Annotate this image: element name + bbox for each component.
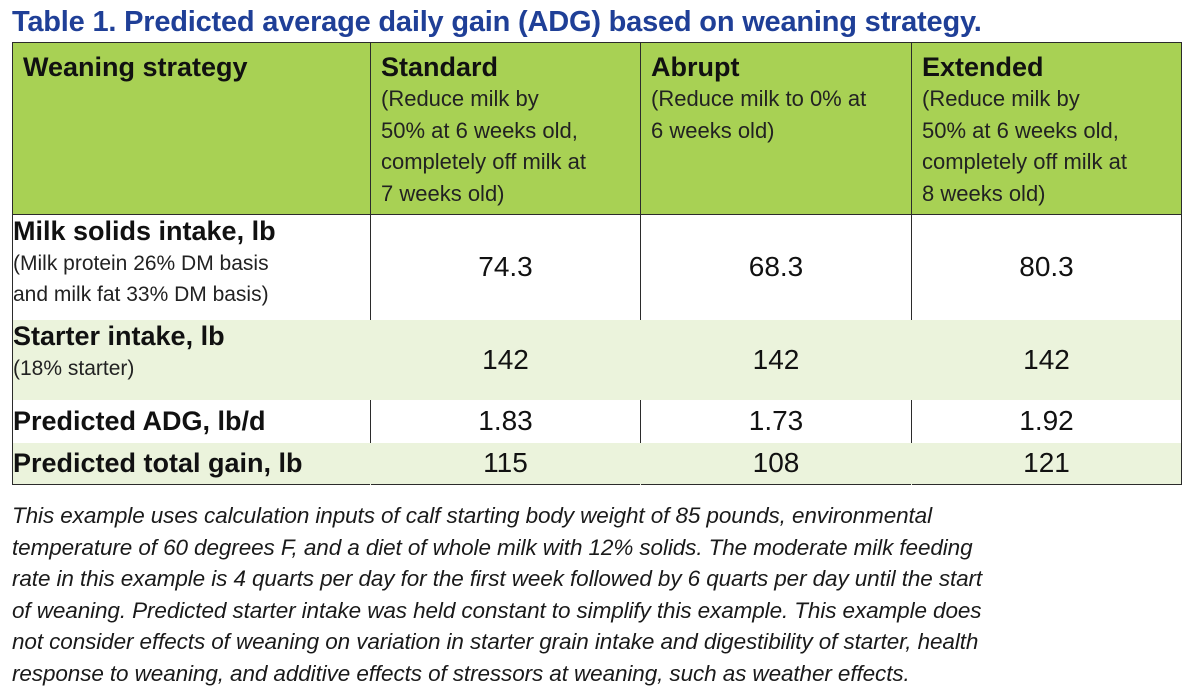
header-cell-standard: Standard (Reduce milk by 50% at 6 weeks …	[370, 42, 641, 215]
row-label-cell: Starter intake, lb (18% starter)	[13, 320, 371, 400]
table-cell: 115	[370, 442, 641, 485]
column-desc-line: completely off milk at	[381, 149, 587, 174]
footnote-line: not consider effects of weaning on varia…	[12, 629, 979, 654]
table-cell: 74.3	[370, 214, 641, 320]
row-label: Predicted total gain, lb	[13, 447, 303, 478]
footnote-line: response to weaning, and additive effect…	[12, 660, 910, 686]
table-cell: 1.73	[640, 399, 912, 443]
column-desc-line: (Reduce milk by	[381, 86, 539, 111]
column-name: Standard	[381, 52, 499, 82]
footnote-line: rate in this example is 4 quarts per day…	[12, 566, 983, 591]
footnote-line: of weaning. Predicted starter intake was…	[12, 597, 982, 623]
row-label-cell: Milk solids intake, lb (Milk protein 26%…	[13, 215, 371, 320]
column-desc-line: 8 weeks old)	[922, 180, 1046, 206]
column-desc-line: (Reduce milk by	[922, 86, 1080, 111]
row-note: (Milk protein 26% DM basis	[13, 252, 269, 275]
row-note: and milk fat 33% DM basis)	[13, 283, 269, 306]
column-name: Extended	[922, 52, 1044, 82]
header-cell-extended: Extended (Reduce milk by 50% at 6 weeks …	[911, 42, 1182, 215]
table-cell: 80.3	[911, 214, 1182, 320]
table-cell: 1.83	[370, 399, 641, 443]
table-footnote: This example uses calculation inputs of …	[12, 500, 1188, 689]
column-desc-line: completely off milk at	[922, 149, 1128, 174]
header-cell-abrupt: Abrupt (Reduce milk to 0% at 6 weeks old…	[640, 42, 912, 215]
column-name: Abrupt	[651, 52, 740, 82]
table-cell: 142	[640, 319, 912, 400]
table-row: Predicted ADG, lb/d 1.83 1.73 1.92	[12, 399, 1182, 443]
table-cell: 142	[911, 319, 1182, 400]
table-cell: 121	[911, 442, 1182, 485]
row-note: (18% starter)	[13, 356, 135, 380]
table-title: Table 1. Predicted average daily gain (A…	[12, 6, 982, 38]
row-label-cell: Predicted total gain, lb	[13, 443, 371, 485]
row-label: Milk solids intake, lb	[13, 216, 276, 246]
row-label: Starter intake, lb	[13, 320, 225, 351]
header-label: Weaning strategy	[23, 52, 248, 82]
column-desc-line: 6 weeks old)	[651, 117, 775, 143]
table-row: Predicted total gain, lb 115 108 121	[12, 442, 1182, 485]
table-cell: 108	[640, 442, 912, 485]
table-cell: 68.3	[640, 214, 912, 320]
row-label: Predicted ADG, lb/d	[13, 405, 266, 436]
column-desc-line: 7 weeks old)	[381, 180, 505, 206]
table-row: Milk solids intake, lb (Milk protein 26%…	[12, 214, 1182, 320]
column-desc-line: 50% at 6 weeks old,	[922, 117, 1119, 143]
column-desc-line: (Reduce milk to 0% at	[651, 86, 867, 111]
table-header-row: Weaning strategy Standard (Reduce milk b…	[12, 42, 1182, 215]
row-label-cell: Predicted ADG, lb/d	[13, 400, 371, 443]
table-cell: 142	[370, 319, 641, 400]
header-cell-strategy: Weaning strategy	[12, 42, 371, 215]
footnote-line: temperature of 60 degrees F, and a diet …	[12, 534, 973, 560]
column-desc-line: 50% at 6 weeks old,	[381, 117, 578, 143]
table-cell: 1.92	[911, 399, 1182, 443]
footnote-line: This example uses calculation inputs of …	[12, 503, 932, 528]
table-row: Starter intake, lb (18% starter) 142 142…	[12, 319, 1182, 400]
weaning-strategy-table: Weaning strategy Standard (Reduce milk b…	[12, 42, 1182, 485]
